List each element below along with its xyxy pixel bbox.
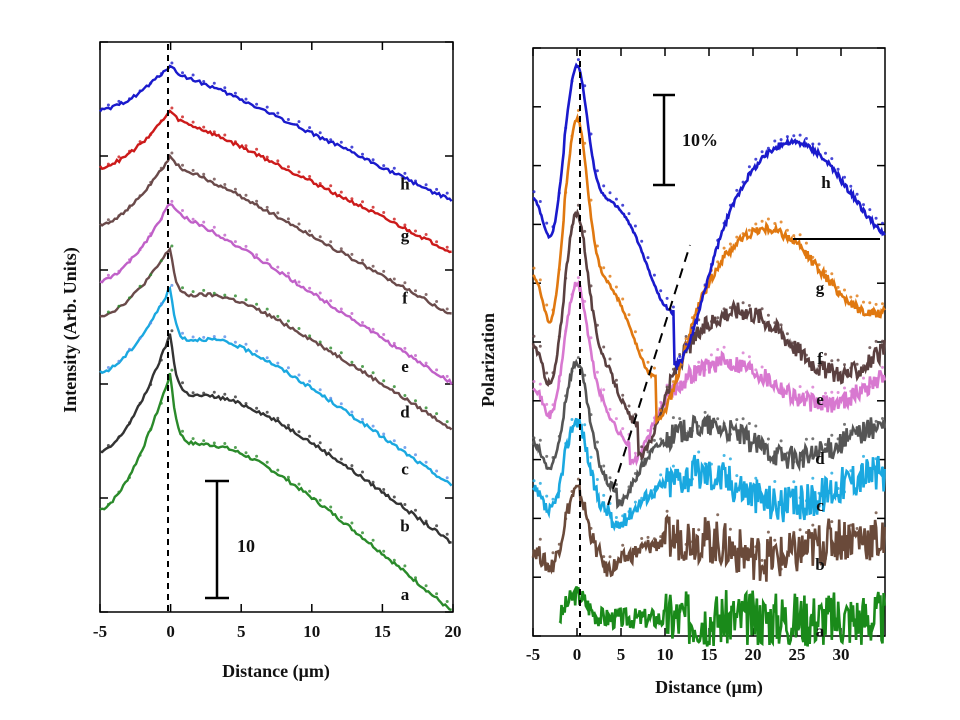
right-fit-g — [532, 109, 884, 412]
right-series-e — [532, 279, 886, 467]
left-series-d — [99, 246, 453, 431]
left-series-a — [99, 372, 452, 611]
right-curve-label-e: e — [816, 390, 824, 409]
left-fit-h — [106, 61, 449, 195]
left-series-f — [99, 153, 452, 315]
left-y-axis-label: Intensity (Arb. Units) — [60, 247, 81, 413]
right-x-tick-label: 5 — [617, 645, 626, 664]
right-series-a — [558, 586, 886, 647]
left-series-e — [99, 203, 453, 386]
left-fit-f — [106, 151, 449, 311]
right-curve-label-f: f — [817, 349, 823, 368]
left-fit-b — [106, 329, 449, 536]
minimum-trend-line — [607, 244, 691, 506]
right-curve-label-a: a — [816, 621, 825, 640]
left-curve-label-e: e — [401, 357, 409, 376]
left-series-h — [99, 64, 453, 202]
right-series-f — [531, 208, 886, 461]
left-curve-label-c: c — [401, 460, 409, 479]
left-series-g — [99, 109, 452, 254]
left-x-tick-label: 15 — [374, 622, 391, 641]
right-fit-c — [532, 418, 884, 519]
left-series-b — [99, 333, 452, 544]
right-panel: -5 0 5 10 15 20 25 30 a b c d e f g h 10% Polarization… — [478, 47, 886, 698]
right-fit-b — [532, 477, 884, 571]
right-fit-h — [532, 58, 884, 358]
right-series-d — [531, 358, 886, 510]
right-curve-label-c: c — [816, 496, 824, 515]
left-x-tick-label: 5 — [237, 622, 246, 641]
left-x-axis-label: Distance (µm) — [222, 661, 330, 682]
left-scale-bar: 10 — [205, 479, 255, 600]
right-series-b — [531, 483, 886, 582]
left-plot-frame — [99, 41, 454, 613]
right-y-axis-label: Polarization — [478, 313, 498, 407]
left-curve-label-g: g — [401, 226, 410, 245]
left-fit-a — [106, 368, 449, 603]
left-curve-label-f: f — [402, 289, 408, 308]
left-x-tick-label: 20 — [445, 622, 462, 641]
right-x-tick-label: -5 — [526, 645, 540, 664]
left-curve-label-d: d — [400, 403, 410, 422]
right-x-axis-label: Distance (µm) — [655, 677, 763, 698]
right-curve-label-h: h — [821, 173, 831, 192]
right-x-tick-label: 30 — [833, 645, 850, 664]
left-panel: -5 0 5 10 15 20 a b c d e f g h 10 Intensity (Arb. U… — [60, 41, 462, 682]
right-x-tick-label: 10 — [657, 645, 674, 664]
right-series-g — [532, 113, 886, 426]
left-fit-e — [106, 199, 449, 378]
right-x-tick-label: 15 — [701, 645, 718, 664]
right-series-c — [532, 417, 886, 532]
left-scale-label: 10 — [237, 536, 255, 556]
left-curve-label-b: b — [400, 517, 409, 536]
right-scale-label: 10% — [682, 130, 718, 150]
right-curve-label-b: b — [815, 555, 824, 574]
left-fit-c — [106, 283, 449, 480]
left-curve-label-h: h — [400, 175, 410, 194]
left-series-c — [99, 285, 453, 487]
right-x-tick-label: 0 — [573, 645, 582, 664]
left-curve-label-a: a — [401, 585, 410, 604]
left-fit-d — [106, 244, 449, 424]
left-x-tick-label: -5 — [93, 622, 107, 641]
right-fit-f — [532, 203, 884, 449]
right-scale-bar: 10% — [653, 93, 718, 187]
right-curve-label-g: g — [816, 278, 825, 297]
left-x-tick-label: 10 — [303, 622, 320, 641]
right-x-tick-label: 20 — [745, 645, 762, 664]
right-x-tick-label: 25 — [789, 645, 806, 664]
left-x-tick-label: 0 — [166, 622, 175, 641]
right-fit-d — [532, 356, 884, 501]
left-fit-g — [106, 106, 449, 249]
right-curve-label-d: d — [815, 449, 825, 468]
right-series-h — [532, 62, 886, 372]
